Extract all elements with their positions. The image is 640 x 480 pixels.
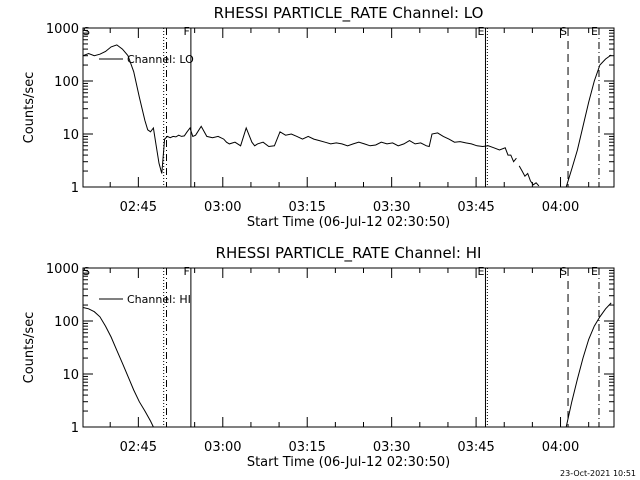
plot-frame — [82, 27, 615, 188]
x-tick-label: 03:45 — [457, 440, 494, 455]
series-line — [82, 44, 517, 174]
event-marker-label: S — [560, 265, 567, 278]
event-marker-label: E — [591, 25, 598, 38]
x-tick-label: 03:15 — [288, 200, 325, 215]
chart-title: RHESSI PARTICLE_RATE Channel: LO — [214, 4, 484, 23]
y-axis-label: Counts/sec — [22, 72, 37, 144]
legend-label: Channel: LO — [127, 53, 194, 66]
series-line — [565, 302, 612, 428]
series-line — [565, 54, 612, 188]
series-line — [82, 307, 154, 428]
series-line — [518, 165, 540, 187]
y-tick-label: 1 — [71, 181, 79, 196]
event-marker-label: F — [184, 25, 190, 38]
y-tick-label: 1000 — [46, 22, 79, 37]
event-marker-label: E — [478, 25, 485, 38]
x-tick-label: 03:00 — [204, 200, 241, 215]
x-tick-label: 04:00 — [542, 440, 579, 455]
x-tick-label: 03:45 — [457, 200, 494, 215]
event-marker-label: E — [478, 265, 485, 278]
x-axis-label: Start Time (06-Jul-12 02:30:50) — [247, 215, 450, 230]
x-tick-label: 04:00 — [542, 200, 579, 215]
chart-title: RHESSI PARTICLE_RATE Channel: HI — [216, 244, 482, 263]
x-axis-label: Start Time (06-Jul-12 02:30:50) — [247, 455, 450, 470]
event-marker-label: S — [560, 25, 567, 38]
timestamp: 23-Oct-2021 10:51 — [560, 469, 636, 478]
x-tick-label: 03:15 — [288, 440, 325, 455]
y-axis-label: Counts/sec — [22, 312, 37, 384]
x-tick-label: 03:00 — [204, 440, 241, 455]
y-tick-label: 1 — [71, 421, 79, 436]
y-tick-label: 10 — [62, 368, 79, 383]
event-marker-label: E — [591, 265, 598, 278]
plot-frame — [82, 267, 615, 428]
chart-panel-2: RHESSI PARTICLE_RATE Channel: HI 1 10 100 10… — [22, 244, 615, 470]
event-marker-label: F — [184, 265, 190, 278]
y-tick-label: 10 — [62, 128, 79, 143]
event-marker-label: S — [83, 265, 90, 278]
y-tick-label: 100 — [54, 315, 79, 330]
x-tick-label: 02:45 — [120, 440, 157, 455]
legend-label: Channel: HI — [127, 293, 191, 306]
x-tick-label: 03:30 — [373, 440, 410, 455]
y-tick-label: 1000 — [46, 262, 79, 277]
x-tick-label: 02:45 — [120, 200, 157, 215]
x-tick-label: 03:30 — [373, 200, 410, 215]
event-marker-label: S — [83, 25, 90, 38]
chart-panel-1: RHESSI PARTICLE_RATE Channel: LO 1 10 100 10… — [22, 4, 615, 230]
y-tick-label: 100 — [54, 75, 79, 90]
